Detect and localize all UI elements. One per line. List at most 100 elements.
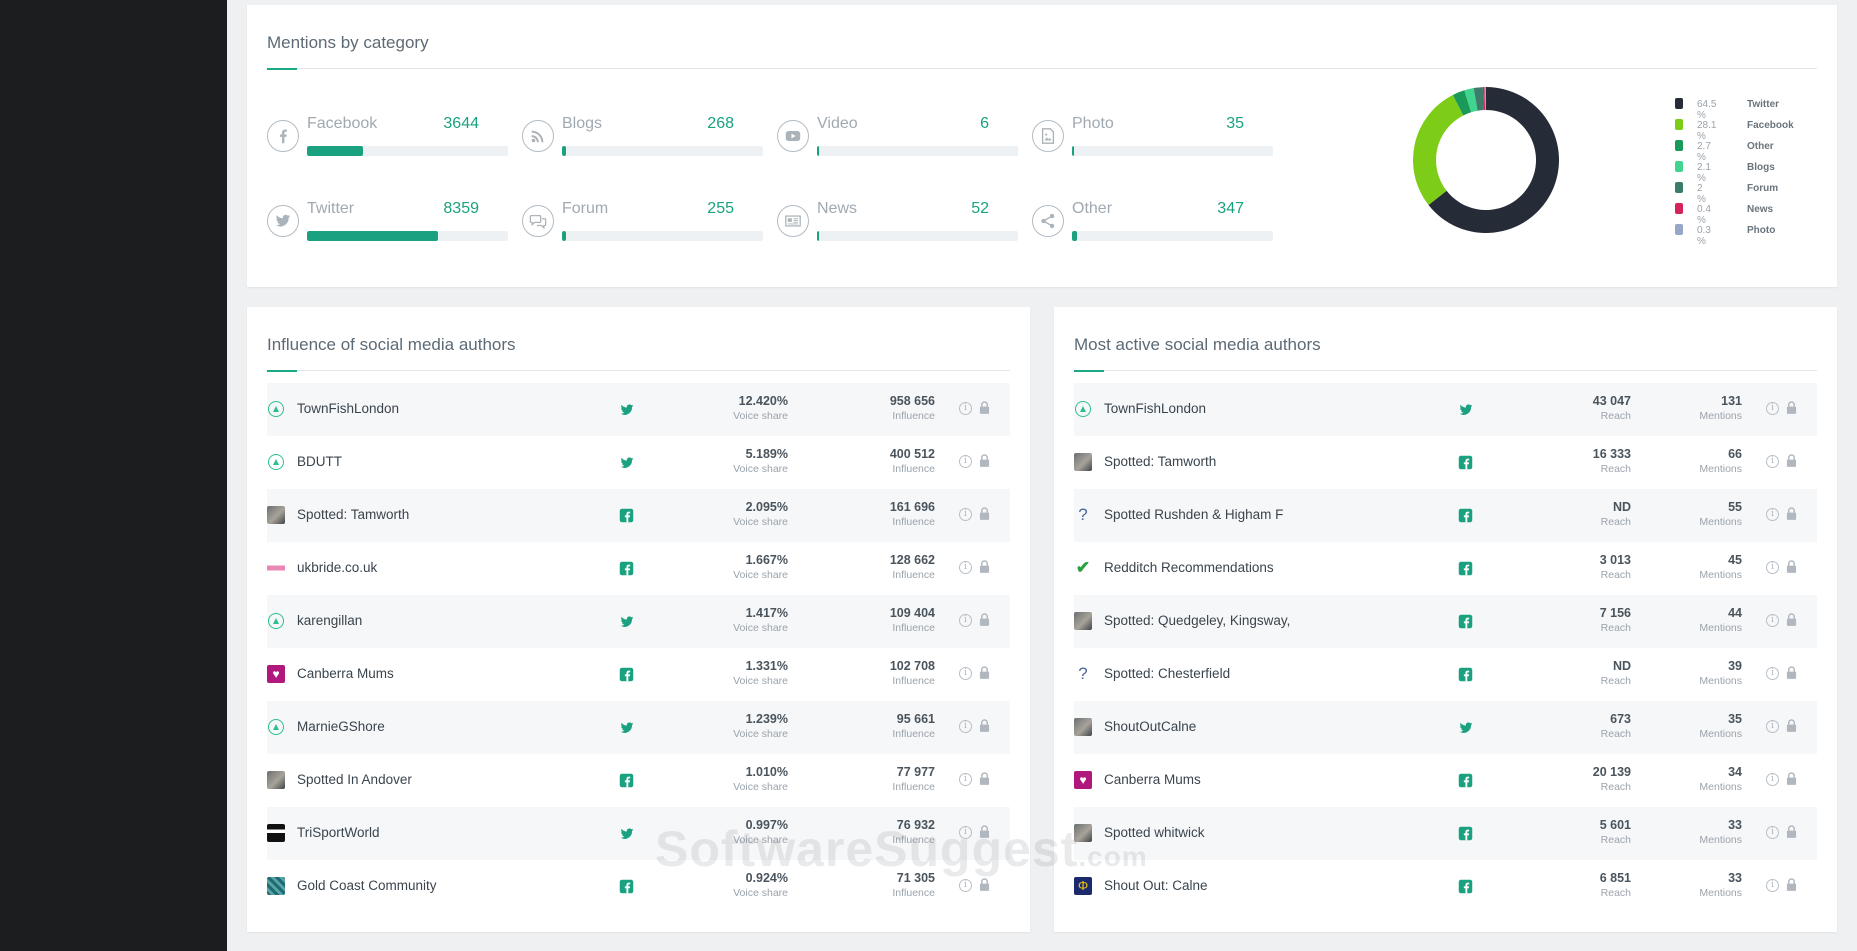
- author-name[interactable]: Spotted: Tamworth: [297, 507, 410, 522]
- donut-chart: [1413, 87, 1559, 233]
- lock-icon[interactable]: [979, 878, 990, 891]
- info-icon[interactable]: i: [1766, 455, 1779, 468]
- info-icon[interactable]: i: [959, 402, 972, 415]
- author-name[interactable]: ukbride.co.uk: [297, 560, 378, 575]
- author-name[interactable]: Canberra Mums: [297, 666, 394, 681]
- lock-icon[interactable]: [979, 772, 990, 785]
- table-row[interactable]: Spotted: Tamworth 2.095% Voice share 161 69…: [267, 489, 1010, 542]
- legend-swatch: [1675, 140, 1683, 151]
- info-icon[interactable]: i: [959, 826, 972, 839]
- lock-icon[interactable]: [979, 825, 990, 838]
- author-name[interactable]: ShoutOutCalne: [1104, 719, 1197, 734]
- table-row[interactable]: Spotted: Tamworth 16 333 Reach 66 Mentions i: [1074, 436, 1817, 489]
- lock-icon[interactable]: [979, 560, 990, 573]
- lock-icon[interactable]: [979, 719, 990, 732]
- table-row[interactable]: Spotted In Andover 1.010% Voice share 77 97…: [267, 754, 1010, 807]
- table-row[interactable]: Spotted: Quedgeley, Kingsway, 7 156 Reach 4…: [1074, 595, 1817, 648]
- table-row[interactable]: karengillan 1.417% Voice share 109 404 Influ…: [267, 595, 1010, 648]
- table-row[interactable]: TownFishLondon 43 047 Reach 131 Mentions i: [1074, 383, 1817, 436]
- author-name[interactable]: karengillan: [297, 613, 363, 628]
- author-name[interactable]: BDUTT: [297, 454, 342, 469]
- info-icon[interactable]: i: [959, 614, 972, 627]
- category-twitter: Twitter 8359: [267, 200, 508, 260]
- author-name[interactable]: TriSportWorld: [297, 825, 380, 840]
- avatar: [267, 877, 285, 895]
- author-name[interactable]: Spotted: Tamworth: [1104, 454, 1217, 469]
- author-name[interactable]: TownFishLondon: [1104, 401, 1207, 416]
- avatar: [1074, 612, 1092, 630]
- category-bar-fill: [817, 146, 819, 156]
- lock-icon[interactable]: [979, 666, 990, 679]
- lock-icon[interactable]: [979, 613, 990, 626]
- info-icon[interactable]: i: [1766, 667, 1779, 680]
- table-row[interactable]: Gold Coast Community 0.924% Voice share 71 …: [267, 860, 1010, 913]
- lock-icon[interactable]: [1786, 719, 1797, 732]
- avatar: Φ: [1074, 877, 1092, 895]
- info-icon[interactable]: i: [1766, 773, 1779, 786]
- category-count: 255: [707, 200, 734, 217]
- lock-icon[interactable]: [1786, 772, 1797, 785]
- info-icon[interactable]: i: [959, 879, 972, 892]
- lock-icon[interactable]: [979, 507, 990, 520]
- author-name[interactable]: Redditch Recommendations: [1104, 560, 1274, 575]
- lock-icon[interactable]: [1786, 878, 1797, 891]
- author-name[interactable]: Spotted: Quedgeley, Kingsway,: [1104, 613, 1291, 628]
- lock-icon[interactable]: [1786, 401, 1797, 414]
- info-icon[interactable]: i: [959, 508, 972, 521]
- info-icon[interactable]: i: [1766, 720, 1779, 733]
- info-icon[interactable]: i: [959, 455, 972, 468]
- info-icon[interactable]: i: [1766, 614, 1779, 627]
- info-icon[interactable]: i: [1766, 561, 1779, 574]
- legend-percent: 64.5 %: [1697, 99, 1717, 121]
- author-name[interactable]: Spotted: Chesterfield: [1104, 666, 1231, 681]
- facebook-icon: [619, 561, 635, 577]
- info-icon[interactable]: i: [1766, 402, 1779, 415]
- info-icon[interactable]: i: [1766, 879, 1779, 892]
- info-icon[interactable]: i: [959, 773, 972, 786]
- table-row[interactable]: TownFishLondon 12.420% Voice share 958 656 I…: [267, 383, 1010, 436]
- info-icon[interactable]: i: [959, 667, 972, 680]
- author-name[interactable]: MarnieGShore: [297, 719, 385, 734]
- info-icon[interactable]: i: [959, 720, 972, 733]
- legend-label: Forum: [1747, 183, 1779, 194]
- table-row[interactable]: MarnieGShore 1.239% Voice share 95 661 Influ…: [267, 701, 1010, 754]
- table-row[interactable]: ukbride.co.uk 1.667% Voice share 128 662 Inf…: [267, 542, 1010, 595]
- category-bar: [1072, 231, 1273, 241]
- table-row[interactable]: Φ Shout Out: Calne 6 851 Reach 33 Mentions i: [1074, 860, 1817, 913]
- table-row[interactable]: ShoutOutCalne 673 Reach 35 Mentions i: [1074, 701, 1817, 754]
- lock-icon[interactable]: [1786, 454, 1797, 467]
- table-row[interactable]: BDUTT 5.189% Voice share 400 512 Influence i: [267, 436, 1010, 489]
- table-row[interactable]: ♥ Canberra Mums 1.331% Voice share 102 708 In…: [267, 648, 1010, 701]
- table-row[interactable]: ? Spotted Rushden & Higham F ND Reach 55 Ment…: [1074, 489, 1817, 542]
- lock-icon[interactable]: [1786, 560, 1797, 573]
- legend-swatch: [1675, 224, 1683, 235]
- table-row[interactable]: ✔ Redditch Recommendations 3 013 Reach 45 Men…: [1074, 542, 1817, 595]
- author-name[interactable]: Canberra Mums: [1104, 772, 1201, 787]
- info-icon[interactable]: i: [959, 561, 972, 574]
- info-icon[interactable]: i: [1766, 826, 1779, 839]
- lock-icon[interactable]: [1786, 507, 1797, 520]
- author-name[interactable]: Gold Coast Community: [297, 878, 437, 893]
- author-name[interactable]: Shout Out: Calne: [1104, 878, 1208, 893]
- lock-icon[interactable]: [979, 454, 990, 467]
- info-icon[interactable]: i: [1766, 508, 1779, 521]
- author-name[interactable]: Spotted Rushden & Higham F: [1104, 507, 1284, 522]
- lock-icon[interactable]: [979, 401, 990, 414]
- lock-icon[interactable]: [1786, 666, 1797, 679]
- table-row[interactable]: ♥ Canberra Mums 20 139 Reach 34 Mentions i: [1074, 754, 1817, 807]
- lock-icon[interactable]: [1786, 613, 1797, 626]
- twitter-icon: [619, 614, 635, 630]
- author-name[interactable]: TownFishLondon: [297, 401, 400, 416]
- category-count: 268: [707, 115, 734, 132]
- legend-percent: 0.3 %: [1697, 225, 1711, 247]
- table-row[interactable]: ? Spotted: Chesterfield ND Reach 39 Mentions i: [1074, 648, 1817, 701]
- author-name[interactable]: Spotted In Andover: [297, 772, 412, 787]
- author-name[interactable]: Spotted whitwick: [1104, 825, 1205, 840]
- metric-1: 673 Reach: [1600, 712, 1631, 740]
- legend-percent: 2.7 %: [1697, 141, 1711, 163]
- category-bar-fill: [562, 231, 567, 241]
- lock-icon[interactable]: [1786, 825, 1797, 838]
- table-row[interactable]: Spotted whitwick 5 601 Reach 33 Mentions i: [1074, 807, 1817, 860]
- table-row[interactable]: TriSportWorld 0.997% Voice share 76 932 Infl…: [267, 807, 1010, 860]
- facebook-icon: [619, 667, 635, 683]
